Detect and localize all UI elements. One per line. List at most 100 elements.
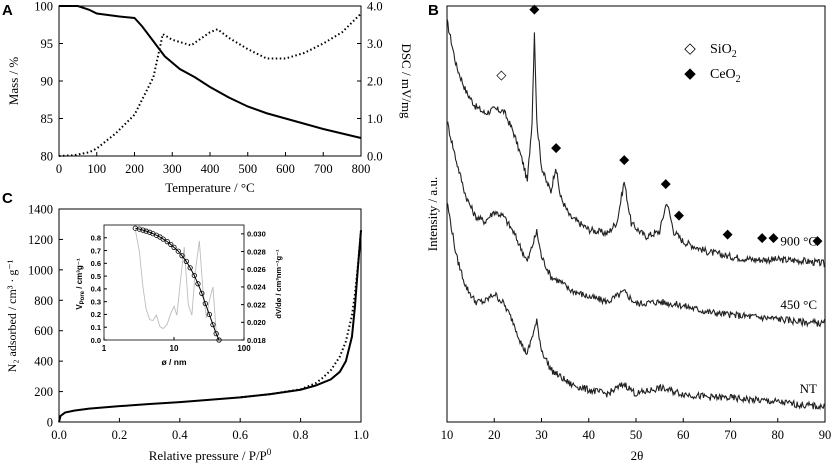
inset-y-tick-label: 0.3: [91, 297, 101, 306]
dsc-series-line: [58, 12, 362, 157]
inset-y-tick-label: 0.0: [91, 336, 101, 345]
legend-label-ceo2: CeO2: [710, 67, 741, 85]
panel-letter-c: C: [2, 190, 13, 207]
panel-a-frame: [58, 5, 362, 157]
inset-y-tick-label: 0.7: [91, 246, 101, 255]
inset-y-tick-label: 0.8: [91, 234, 101, 243]
y2-tick-label: 1.0: [367, 112, 383, 126]
inset-cumulative-point: [216, 337, 222, 343]
peak-marker: ◇: [496, 67, 506, 82]
panel-a-ylabel: Mass / %: [6, 57, 21, 106]
inset-y2-tick-label: 0.022: [247, 300, 266, 309]
y-tick-label: 95: [41, 37, 54, 51]
x-tick-label: 80: [772, 428, 785, 442]
x-tick-label: 300: [163, 162, 182, 176]
inset-y2-tick-label: 0.020: [247, 318, 266, 327]
legend-item-ceo2: ◆ CeO2: [684, 66, 740, 85]
x-tick-label: 700: [314, 162, 333, 176]
inset-cumulative-point: [213, 331, 219, 337]
peak-marker: ◆: [723, 226, 733, 241]
peak-marker: ◆: [661, 175, 671, 190]
series-label: NT: [800, 381, 817, 396]
y2-tick-label: 2.0: [367, 75, 383, 89]
x-tick-label: 600: [276, 162, 295, 176]
y2-tick-label: 4.0: [367, 0, 383, 14]
desorption-branch-line: [240, 230, 362, 399]
y-tick-label: 80: [41, 150, 54, 164]
x-tick-label: 200: [125, 162, 144, 176]
peak-marker: ◆: [674, 207, 684, 222]
inset-y-tick-label: 0.2: [91, 310, 101, 319]
x-tick-label: 60: [677, 428, 690, 442]
panel-a-xlabel: Temperature / °C: [165, 180, 254, 195]
x-tick-label: 70: [724, 428, 737, 442]
xrd-series-line-1: [446, 121, 826, 328]
inset-cumulative-point: [191, 272, 197, 279]
inset-cumulative-point: [210, 322, 216, 328]
inset-y-tick-label: 0.5: [91, 272, 101, 281]
x-tick-label: 10: [441, 428, 454, 442]
inset-cumulative-point: [168, 241, 174, 248]
inset-psd-line: [134, 229, 220, 336]
x-tick-label: 0.0: [51, 428, 67, 442]
inset-y2-tick-label: 0.026: [247, 265, 266, 274]
y-tick-label: 1000: [28, 263, 53, 277]
panel-a-tga-dsc: 0 100 200 300 400 500 600 700 800 80 85 90 95 100 0.…: [6, 0, 414, 195]
x-tick-label: 50: [630, 428, 643, 442]
x-tick-label: 400: [201, 162, 220, 176]
inset-y2-tick-label: 0.030: [247, 230, 266, 239]
inset-cumulative-point: [160, 236, 166, 242]
panel-letter-a: A: [2, 2, 13, 19]
series-label: 900 °C: [780, 234, 817, 249]
inset-cumulative-point: [202, 300, 208, 307]
panel-c-frame: [58, 208, 362, 423]
peak-marker: ◆: [768, 230, 778, 245]
peak-marker: ◆: [812, 233, 822, 248]
inset-frame: [103, 224, 245, 341]
legend-item-sio2: ◇ SiO2: [684, 41, 737, 60]
inset-y-tick-label: 0.6: [91, 259, 101, 268]
inset-y2-tick-label: 0.024: [247, 283, 267, 292]
inset-y-tick-label: 0.4: [91, 285, 102, 294]
inset-ylabel: VPore / cm³g⁻¹: [75, 258, 86, 310]
peak-marker: ◆: [551, 139, 561, 154]
y-tick-label: 200: [34, 385, 53, 399]
x-tick-label: 0.2: [112, 428, 128, 442]
inset-cumulative-point: [164, 239, 170, 245]
panel-b-legend: ◇ SiO2 ◆ CeO2: [684, 41, 740, 85]
inset-cumulative-point: [171, 244, 177, 250]
x-tick-label: 90: [819, 428, 832, 442]
panel-letter-b: B: [428, 2, 439, 19]
y-tick-label: 100: [34, 0, 53, 14]
inset-cumulative-point: [147, 229, 153, 235]
inset-x-tick-label: 10: [170, 344, 179, 353]
peak-marker: ◆: [619, 151, 629, 166]
inset-xlabel: ø / nm: [161, 357, 186, 367]
x-tick-label: 100: [87, 162, 106, 176]
x-tick-label: 0: [56, 162, 62, 176]
x-tick-label: 800: [352, 162, 371, 176]
xrd-series-line-0: [446, 18, 826, 268]
inset-cumulative-point: [143, 228, 149, 234]
y-tick-label: 90: [41, 75, 54, 89]
adsorption-branch-line: [58, 230, 362, 423]
inset-y2-tick-label: 0.028: [247, 247, 266, 256]
inset-x-tick-label: 1: [102, 344, 107, 353]
inset-cumulative-point: [187, 265, 193, 271]
peak-marker: ◆: [529, 1, 539, 16]
xrd-series-line-2: [446, 202, 826, 411]
series-label: 450 °C: [780, 297, 817, 312]
peak-marker: ◆: [757, 230, 767, 245]
y2-tick-label: 0.0: [367, 150, 383, 164]
inset-cumulative-point: [175, 248, 181, 254]
x-tick-label: 1.0: [353, 428, 369, 442]
inset-cumulative-point: [199, 290, 205, 296]
y-tick-label: 1400: [28, 203, 53, 217]
panel-b-ylabel: Intensity / a.u.: [425, 177, 440, 251]
inset-cumulative-point: [140, 227, 146, 233]
inset-cumulative-point: [195, 281, 201, 287]
legend-label-sio2: SiO2: [710, 42, 737, 60]
legend-symbol-sio2: ◇: [684, 41, 696, 57]
y-tick-label: 400: [34, 355, 53, 369]
